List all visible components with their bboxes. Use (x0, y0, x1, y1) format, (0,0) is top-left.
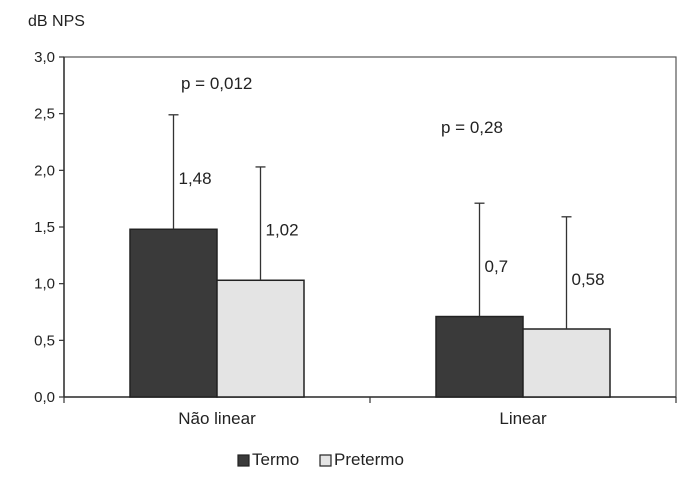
y-tick-label: 1,5 (34, 219, 55, 236)
data-label: 0,7 (485, 257, 509, 276)
legend-swatch-termo (237, 454, 250, 467)
legend: Termo Pretermo (237, 450, 404, 469)
y-tick-label: 1,0 (34, 276, 55, 293)
y-tick-label: 0,5 (34, 332, 55, 349)
category-label: Linear (499, 409, 547, 428)
data-labels: 1,48 1,02 0,7 0,58 (179, 169, 605, 289)
error-bars (168, 114, 572, 329)
p-value-label: p = 0,012 (181, 74, 252, 93)
bars (129, 228, 611, 398)
legend-label: Pretermo (334, 450, 404, 469)
annotations: p = 0,012 p = 0,28 (181, 74, 503, 137)
legend-swatch-pretermo (319, 454, 332, 467)
bar-termo (435, 315, 524, 398)
data-label: 1,02 (266, 221, 299, 240)
y-tick-label: 3,0 (34, 49, 55, 66)
y-tick-label: 0,0 (34, 389, 55, 406)
bar-termo (129, 228, 218, 398)
data-label: 1,48 (179, 169, 212, 188)
bar-pretermo (216, 279, 305, 398)
category-label: Não linear (178, 409, 256, 428)
p-value-label: p = 0,28 (441, 118, 503, 137)
category-labels: Não linear Linear (178, 409, 547, 428)
bar-pretermo (522, 328, 611, 398)
y-tick-label: 2,5 (34, 106, 55, 123)
y-axis-ticks: 0,0 0,5 1,0 1,5 2,0 2,5 3,0 (34, 49, 64, 406)
y-axis-title: dB NPS (28, 13, 85, 30)
legend-label: Termo (252, 450, 299, 469)
y-tick-label: 2,0 (34, 162, 55, 179)
data-label: 0,58 (572, 270, 605, 289)
